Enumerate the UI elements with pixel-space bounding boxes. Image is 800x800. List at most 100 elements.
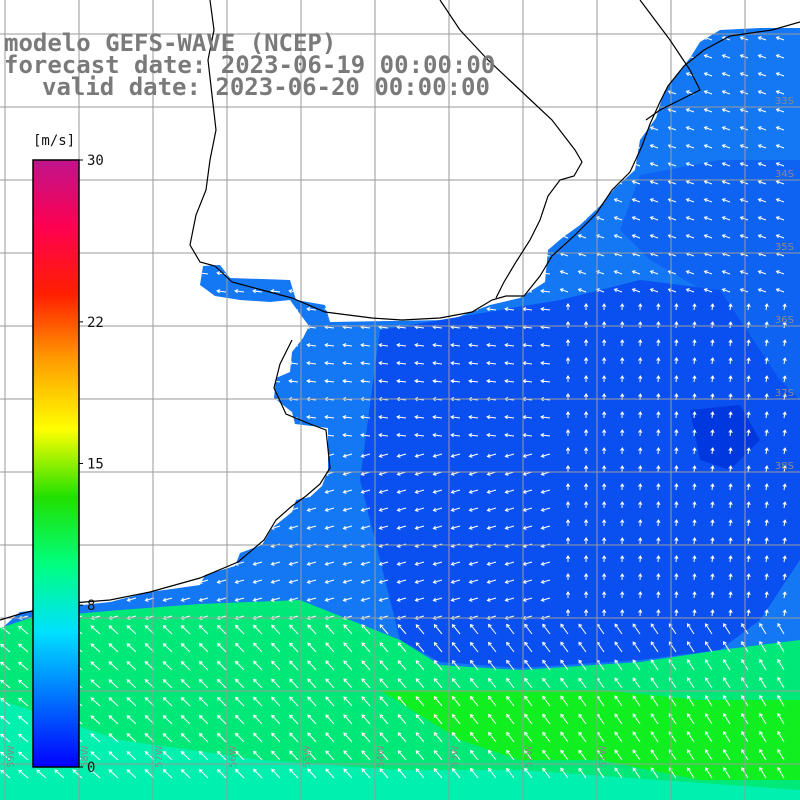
wind-arrow [450, 579, 461, 584]
wind-arrow [649, 36, 659, 41]
wind-arrow [674, 591, 679, 599]
wind-arrow [108, 217, 119, 222]
wind-arrow [577, 108, 587, 113]
wind-arrow [764, 537, 769, 545]
wind-arrow [414, 579, 425, 584]
wind-arrow [18, 127, 29, 132]
wind-arrow [565, 375, 571, 382]
wind-arrow [638, 447, 643, 455]
wind-arrow [270, 489, 281, 494]
wind-arrow [638, 411, 643, 419]
wind-arrow [777, 712, 785, 725]
wind-arrow [216, 660, 227, 671]
wind-arrow [342, 199, 353, 204]
wind-arrow [108, 489, 119, 494]
wind-arrow [234, 127, 245, 132]
wind-arrow [614, 767, 623, 779]
wind-arrow [674, 555, 679, 563]
wind-arrow [703, 234, 713, 239]
wind-arrow [764, 321, 769, 329]
wind-arrow [180, 127, 191, 132]
wind-arrow [486, 597, 497, 602]
wind-arrow [583, 339, 589, 347]
wind-arrow [234, 217, 245, 222]
wind-arrow [180, 732, 191, 743]
wind-arrow [739, 108, 749, 113]
wind-arrow [692, 465, 697, 473]
wind-arrow [253, 750, 263, 761]
wind-arrow [614, 713, 623, 725]
wind-arrow [739, 270, 749, 275]
wind-arrow [710, 501, 715, 509]
wind-arrow [234, 678, 245, 689]
wind-arrow [721, 288, 731, 293]
wind-arrow [468, 253, 479, 258]
wind-arrow [270, 253, 281, 258]
wind-arrow [685, 234, 695, 239]
wind-arrow [613, 234, 623, 239]
wind-arrow [270, 361, 281, 366]
wind-arrow [560, 623, 569, 635]
wind-arrow [631, 234, 641, 239]
wind-arrow [289, 624, 299, 635]
wind-arrow [703, 90, 713, 95]
wind-arrow [90, 471, 101, 476]
wind-arrow [540, 145, 551, 150]
lon-label: 58W [80, 745, 91, 768]
wind-arrow [306, 253, 317, 258]
wind-arrow [504, 55, 515, 60]
wind-arrow [360, 361, 371, 366]
wind-arrow [271, 678, 281, 689]
wind-arrow [198, 489, 209, 494]
wind-arrow [450, 415, 461, 420]
wind-arrow [126, 289, 137, 294]
wind-arrow [746, 483, 751, 491]
wind-arrow [360, 379, 371, 384]
wind-arrow [216, 507, 227, 512]
wind-arrow [522, 55, 533, 60]
wind-arrow [306, 433, 317, 438]
wind-arrow [72, 109, 83, 114]
wind-arrow [252, 199, 263, 204]
wind-arrow [613, 72, 623, 77]
wind-arrow [90, 415, 101, 420]
wind-arrow [759, 712, 767, 725]
wind-arrow [450, 253, 461, 258]
wind-arrow [674, 339, 679, 347]
wind-arrow [414, 525, 425, 530]
wind-arrow [306, 127, 317, 132]
wind-arrow [18, 343, 29, 348]
wind-arrow [764, 555, 769, 563]
wind-arrow [692, 411, 697, 419]
wind-arrow [342, 361, 353, 366]
wind-arrow [757, 54, 767, 59]
wind-arrow [728, 519, 733, 527]
wind-arrow [126, 679, 137, 689]
wind-arrow [342, 415, 353, 420]
wind-arrow [108, 271, 119, 276]
wind-arrow [414, 109, 425, 114]
wind-arrow [577, 36, 587, 41]
wind-arrow [486, 415, 497, 420]
wind-arrow [234, 750, 245, 761]
wind-arrow [397, 696, 407, 707]
wind-arrow [90, 217, 101, 222]
wind-arrow [728, 591, 733, 599]
wind-arrow [560, 749, 569, 761]
wind-arrow [234, 289, 245, 294]
wind-arrow [469, 749, 479, 761]
wind-arrow [72, 127, 83, 132]
wind-arrow [108, 235, 119, 240]
wind-arrow [450, 109, 461, 114]
wind-arrow [342, 235, 353, 240]
wind-arrow [685, 288, 695, 293]
wind-arrow [540, 217, 551, 222]
wind-arrow [378, 145, 389, 150]
wind-arrow [595, 72, 605, 77]
wind-arrow [710, 555, 715, 563]
wind-arrow [540, 415, 551, 420]
wind-arrow [397, 678, 407, 689]
wind-arrow [162, 579, 173, 584]
wind-arrow [90, 379, 101, 384]
wind-arrow [632, 623, 641, 635]
